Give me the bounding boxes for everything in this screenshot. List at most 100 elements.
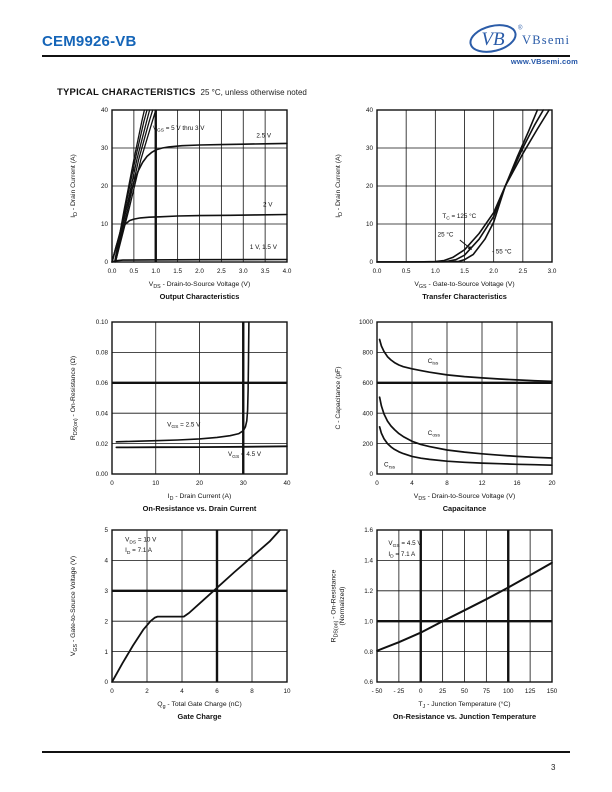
svg-text:3.0: 3.0 <box>548 268 557 275</box>
svg-text:0.0: 0.0 <box>373 268 382 275</box>
plot-grid <box>377 110 552 262</box>
svg-text:16: 16 <box>513 480 521 487</box>
tick-labels: 0 10 20 30 40 0.00 0.02 0.04 0.06 0.08 0.10 <box>96 319 291 487</box>
plot-annotations: VGS = 2.5 V VGS = 4.5 V <box>167 421 262 459</box>
svg-text:1.6: 1.6 <box>364 527 373 534</box>
registered-mark-icon: ® <box>518 25 523 32</box>
svg-text:4: 4 <box>180 688 184 695</box>
svg-text:Qg - Total Gate Charge (nC): Qg - Total Gate Charge (nC) <box>157 701 241 710</box>
svg-text:3.5: 3.5 <box>261 268 270 275</box>
svg-text:4.0: 4.0 <box>283 268 292 275</box>
y-axis-label: C - Capacitance (pF) <box>335 366 342 429</box>
svg-text:20: 20 <box>196 480 204 487</box>
svg-text:- 55 °C: - 55 °C <box>492 248 512 256</box>
svg-text:800: 800 <box>362 350 373 357</box>
svg-text:400: 400 <box>362 410 373 417</box>
svg-text:20: 20 <box>101 183 109 190</box>
series-vgs-vs-qg <box>111 529 281 683</box>
plot-grid <box>112 530 287 682</box>
series-vgs-2-v <box>111 213 288 263</box>
plot-annotations: VGS = 5 V thru 3 V 2.5 V 2 V 1 V, 1.5 V <box>153 125 278 251</box>
svg-text:ID = 7.1 A: ID = 7.1 A <box>125 547 153 556</box>
vbsemi-logo-graphic: VB ® VBsemi <box>469 24 570 53</box>
svg-text:10: 10 <box>152 480 160 487</box>
svg-text:6: 6 <box>215 688 219 695</box>
tick-labels: - 50 - 25 0 25 50 75 100 125 150 0.6 0.8 1.0 1.2 1.4 1… <box>364 527 558 695</box>
header-rule <box>42 55 570 57</box>
svg-text:Ciss: Ciss <box>428 358 439 367</box>
tick-labels: 0 2 4 6 8 10 0 1 2 3 4 5 <box>104 527 291 695</box>
svg-text:0.00: 0.00 <box>96 471 109 478</box>
plot-series <box>111 109 288 263</box>
svg-text:VGS = 2.5 V: VGS = 2.5 V <box>167 421 201 430</box>
svg-text:600: 600 <box>362 380 373 387</box>
svg-text:1.4: 1.4 <box>364 558 373 565</box>
plot-series <box>115 321 288 449</box>
svg-text:- 25: - 25 <box>393 688 404 695</box>
y-axis-label: ID - Drain Current (A) <box>335 154 344 218</box>
svg-text:1.0: 1.0 <box>431 268 440 275</box>
y-axis-label: RDS(on) - On-Resistance <box>331 569 340 642</box>
svg-text:0.5: 0.5 <box>402 268 411 275</box>
svg-text:3.0: 3.0 <box>239 268 248 275</box>
plot-annotations: Ciss Coss Crss <box>384 358 440 470</box>
logo-website[interactable]: www.VBsemi.com <box>510 56 578 66</box>
series-vgs-4-5-v <box>115 445 288 449</box>
svg-text:200: 200 <box>362 441 373 448</box>
svg-text:- 50: - 50 <box>372 688 383 695</box>
svg-text:VDS - Drain-to-Source Voltage: VDS - Drain-to-Source Voltage (V) <box>414 493 515 502</box>
svg-text:0: 0 <box>110 688 114 695</box>
svg-text:0.6: 0.6 <box>364 679 373 686</box>
chart-on-resistance-vs-junction-temperature: - 50 - 25 0 25 50 75 100 125 150 0.6 0.8 1.0 1.2 1.4 1… <box>322 522 564 728</box>
svg-text:0.8: 0.8 <box>364 649 373 656</box>
series-normalized-rds-on- <box>376 561 553 652</box>
chart-canvas: 0.0 0.5 1.0 1.5 2.0 2.5 3.0 3.5 4.0 0 10 20 30 40 VDS … <box>70 107 292 301</box>
svg-text:4: 4 <box>104 558 108 565</box>
svg-text:8: 8 <box>445 480 449 487</box>
chart-output-characteristics: 0.0 0.5 1.0 1.5 2.0 2.5 3.0 3.5 4.0 0 10 20 30 40 VDS … <box>57 102 299 308</box>
chart-canvas: 0.0 0.5 1.0 1.5 2.0 2.5 3.0 0 10 20 30 40 VGS - Gate… <box>335 107 557 301</box>
svg-text:0: 0 <box>419 688 423 695</box>
svg-text:10: 10 <box>366 221 374 228</box>
svg-text:50: 50 <box>461 688 469 695</box>
svg-text:2.5: 2.5 <box>217 268 226 275</box>
svg-text:8: 8 <box>250 688 254 695</box>
svg-text:TJ - Junction Temperature (°C): TJ - Junction Temperature (°C) <box>418 700 510 710</box>
plot-grid <box>112 110 287 262</box>
svg-text:Coss: Coss <box>428 430 441 439</box>
svg-text:20: 20 <box>366 183 374 190</box>
plot-series <box>378 338 553 467</box>
svg-text:1 V, 1.5 V: 1 V, 1.5 V <box>250 244 278 251</box>
svg-text:25 °C: 25 °C <box>438 231 454 239</box>
plot-border <box>111 321 288 475</box>
series-crss <box>378 426 553 467</box>
logo-name: VBsemi <box>522 33 570 47</box>
series-ciss <box>378 338 553 383</box>
svg-text:0: 0 <box>104 679 108 686</box>
svg-text:VDS = 10 V: VDS = 10 V <box>125 537 157 546</box>
chart-title: Capacitance <box>443 504 487 513</box>
part-number: CEM9926-VB <box>42 33 137 50</box>
svg-text:100: 100 <box>503 688 514 695</box>
chart-transfer-characteristics: 0.0 0.5 1.0 1.5 2.0 2.5 3.0 0 10 20 30 40 VGS - Gate… <box>322 102 564 308</box>
svg-text:0.0: 0.0 <box>108 268 117 275</box>
y-axis-label: ID - Drain Current (A) <box>70 154 79 218</box>
logo-monogram: VB <box>481 29 505 50</box>
svg-text:2.5: 2.5 <box>518 268 527 275</box>
svg-text:10: 10 <box>283 688 291 695</box>
section-heading: TYPICAL CHARACTERISTICS 25 °C, unless oth… <box>57 82 307 100</box>
chart-capacitance: 0 4 8 12 16 20 0 200 400 600 800 1000 VDS - Drain-to… <box>322 314 564 520</box>
svg-text:0: 0 <box>369 259 373 266</box>
chart-title: Output Characteristics <box>160 292 240 301</box>
svg-text:1: 1 <box>104 649 108 656</box>
chart-canvas: - 50 - 25 0 25 50 75 100 125 150 0.6 0.8 1.0 1.2 1.4 1… <box>331 527 558 721</box>
plot-annotations: VGS = 4.5 V ID = 7.1 A <box>388 540 422 559</box>
plot-grid <box>377 322 552 474</box>
plot-border <box>376 529 553 683</box>
svg-text:20: 20 <box>548 480 556 487</box>
series-vgs-2-5-v <box>115 321 250 443</box>
svg-text:0: 0 <box>375 480 379 487</box>
series-vgs-4-v <box>114 109 151 263</box>
svg-text:VDS - Drain-to-Source Voltage: VDS - Drain-to-Source Voltage (V) <box>149 281 250 290</box>
series-vgs-1-v-1-5-v <box>111 258 288 263</box>
